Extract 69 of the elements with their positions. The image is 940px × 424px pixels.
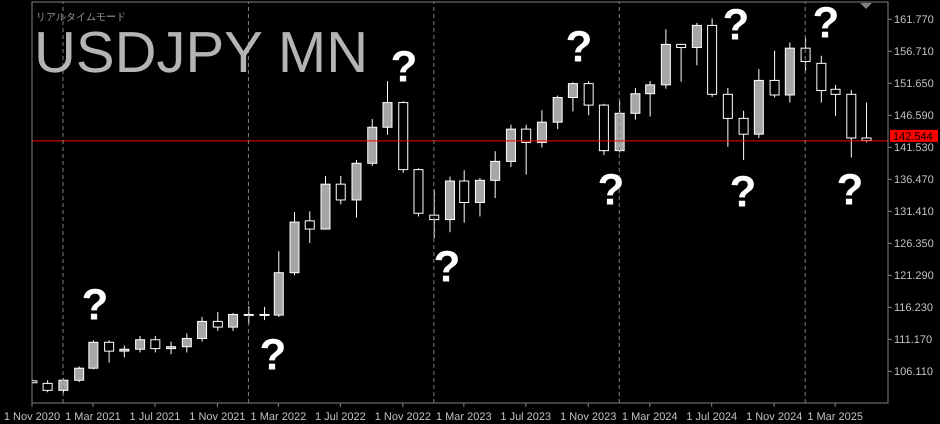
candlestick	[212, 311, 223, 332]
candlestick	[676, 43, 686, 82]
candlestick	[770, 50, 780, 98]
candlestick	[336, 175, 346, 205]
chart-title: USDJPY MN	[34, 20, 368, 85]
candlestick	[260, 306, 270, 321]
x-tick-label: 1 Mar 2025	[807, 411, 863, 423]
annotation: ?	[722, 0, 750, 50]
candlestick	[800, 36, 811, 72]
x-tick-label: 1 Nov 2022	[374, 411, 431, 423]
candlestick	[304, 210, 315, 244]
candlestick	[150, 335, 160, 353]
candlestick	[228, 312, 238, 332]
candlestick	[197, 316, 208, 342]
x-tick-label: 1 Nov 2024	[746, 411, 802, 423]
annotation: ?	[836, 166, 864, 214]
candlestick	[521, 124, 532, 176]
candlestick	[738, 110, 749, 161]
candlestick	[119, 344, 130, 358]
candlestick	[630, 88, 640, 120]
candlestick	[104, 340, 114, 364]
annotation: ?	[812, 0, 840, 48]
annotation: ?	[730, 168, 756, 216]
annotation: ?	[82, 280, 108, 330]
x-tick-label: 1 Nov 2021	[189, 411, 246, 423]
x-tick-label: 1 Mar 2021	[65, 411, 121, 423]
x-tick-label: 1 Jul 2024	[686, 411, 738, 423]
x-tick-label: 1 Mar 2024	[622, 411, 678, 423]
y-tick-label: 116.230	[894, 302, 933, 314]
annotation: ?	[598, 166, 624, 214]
annotation: リアルタイムモード	[36, 12, 126, 23]
candlestick	[490, 150, 500, 199]
candlestick	[474, 177, 485, 217]
y-tick-label: 126.350	[894, 238, 934, 250]
candlestick	[459, 170, 470, 224]
y-tick-label: 131.410	[894, 206, 934, 218]
y-tick-label: 156.710	[894, 46, 934, 58]
y-tick-label: 146.590	[894, 110, 934, 122]
candlestick	[536, 110, 547, 148]
annotation: ?	[434, 242, 460, 292]
x-tick-label: 1 Nov 2020	[4, 411, 60, 423]
candlestick	[568, 82, 578, 112]
candlestick	[166, 341, 176, 355]
y-tick-label: 141.530	[894, 142, 934, 154]
candlestick	[645, 80, 656, 117]
x-tick-label: 1 Mar 2022	[250, 411, 306, 423]
candlestick	[692, 22, 702, 66]
y-tick-label: 111.170	[894, 334, 932, 346]
candlestick	[135, 335, 146, 353]
y-tick-label: 151.650	[894, 78, 934, 90]
x-tick-label: 1 Jul 2023	[500, 411, 552, 423]
candlestick	[244, 306, 254, 324]
y-tick-label: 161.770	[894, 14, 934, 26]
x-tick-label: 1 Mar 2023	[436, 411, 492, 423]
x-tick-label: 1 Nov 2023	[560, 411, 616, 423]
candlestick	[42, 380, 53, 393]
ref-line-label: 142.544	[893, 130, 933, 143]
candlestick	[74, 366, 84, 383]
candlestick	[830, 84, 841, 116]
y-tick-label: 106.110	[894, 366, 933, 378]
candlestick	[182, 332, 192, 353]
candlestick	[584, 80, 594, 116]
x-tick-label: 1 Jul 2022	[314, 411, 366, 423]
annotation: ?	[566, 22, 592, 72]
annotation: ?	[260, 330, 286, 380]
y-tick-label: 136.470	[894, 174, 934, 186]
annotation: ?	[390, 42, 418, 92]
y-tick-label: 121.290	[894, 270, 934, 282]
x-tick-label: 1 Jul 2021	[130, 411, 180, 423]
